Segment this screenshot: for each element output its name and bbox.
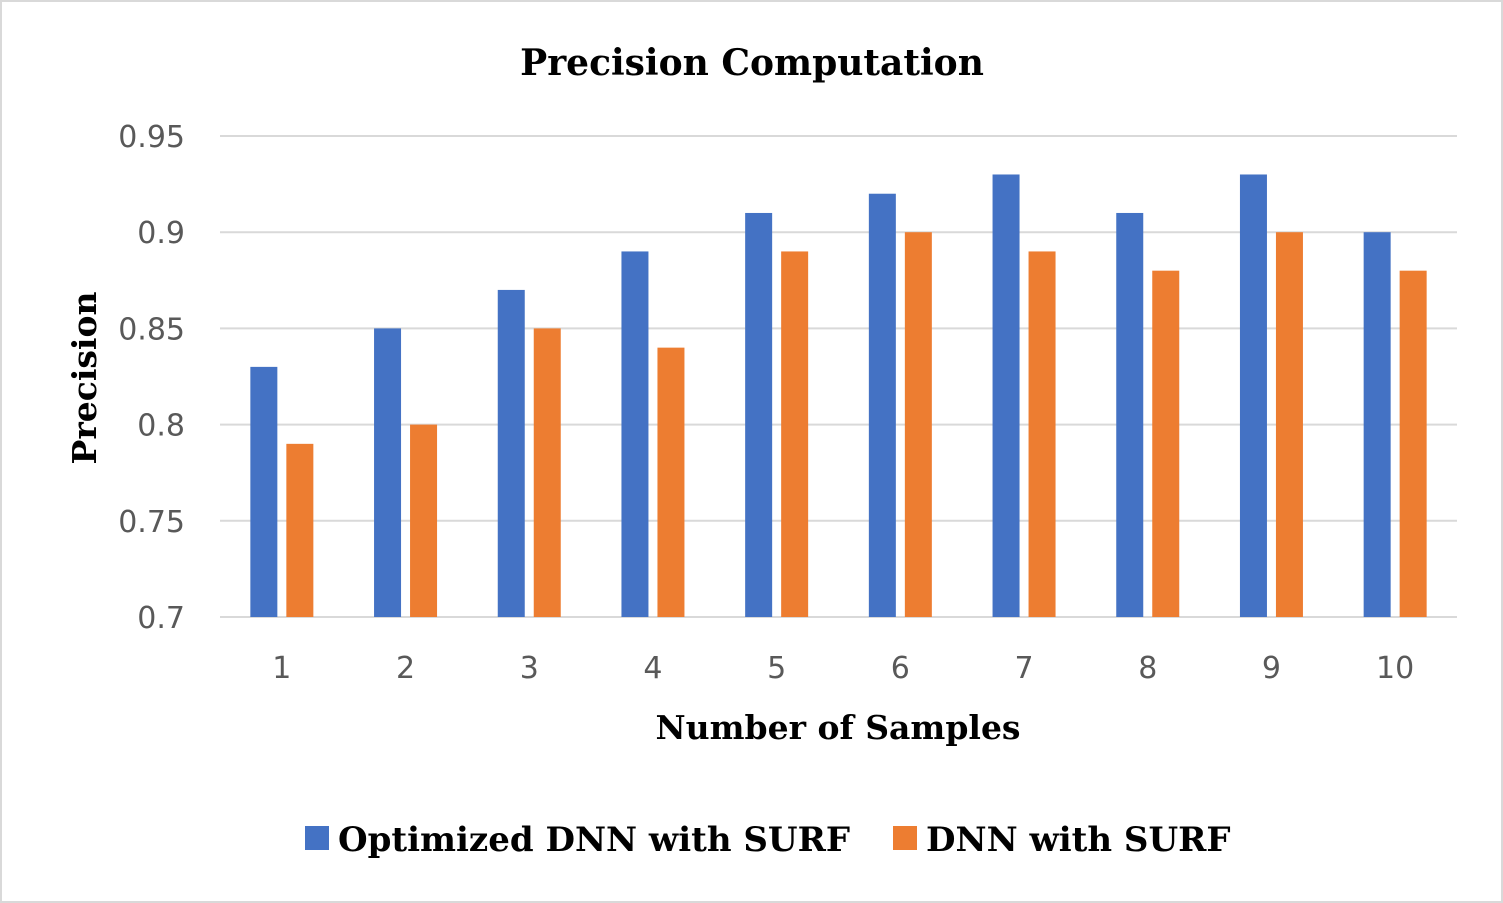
y-tick-label: 0.8 (137, 409, 185, 444)
x-tick-label: 2 (396, 651, 415, 686)
bar-dnn-surf-2 (410, 424, 438, 617)
chart-title: Precision Computation (520, 42, 984, 84)
bar-dnn-surf-9 (1275, 232, 1303, 617)
x-axis-title: Number of Samples (655, 708, 1020, 747)
bars (250, 174, 1427, 618)
bar-dnn-surf-7 (1028, 251, 1056, 617)
legend-swatch (893, 826, 917, 850)
gridlines (220, 135, 1457, 618)
legend-label: DNN with SURF (926, 820, 1231, 860)
legend-swatch (305, 826, 329, 850)
bar-optimized-dnn-surf-3 (497, 289, 525, 617)
bar-optimized-dnn-surf-5 (745, 212, 773, 617)
x-tick-label: 9 (1262, 651, 1281, 686)
legend: Optimized DNN with SURF DNN with SURF (305, 820, 1231, 860)
x-tick-label: 3 (520, 651, 539, 686)
bar-dnn-surf-8 (1152, 270, 1180, 617)
y-tick-label: 0.85 (118, 312, 185, 347)
bar-optimized-dnn-surf-8 (1116, 212, 1144, 617)
x-tick-label: 1 (272, 651, 291, 686)
bar-optimized-dnn-surf-6 (868, 193, 896, 617)
bar-dnn-surf-3 (533, 328, 561, 617)
x-axis-ticks: 1 2 3 4 5 6 7 8 9 10 (272, 651, 1414, 686)
bar-optimized-dnn-surf-10 (1363, 232, 1391, 617)
bar-dnn-surf-4 (657, 347, 685, 617)
y-axis-title: Precision (65, 292, 104, 465)
bar-dnn-surf-6 (904, 232, 932, 617)
x-tick-label: 7 (1015, 651, 1034, 686)
y-axis-ticks: 0.7 0.75 0.8 0.85 0.9 0.95 (118, 120, 185, 636)
x-tick-label: 5 (767, 651, 786, 686)
y-tick-label: 0.95 (118, 120, 185, 155)
bar-optimized-dnn-surf-9 (1239, 174, 1267, 618)
bar-dnn-surf-10 (1399, 270, 1427, 617)
bar-optimized-dnn-surf-4 (621, 251, 649, 617)
x-tick-label: 4 (643, 651, 662, 686)
bar-optimized-dnn-surf-7 (992, 174, 1020, 618)
legend-label: Optimized DNN with SURF (338, 820, 850, 860)
y-tick-label: 0.9 (137, 216, 185, 251)
y-tick-label: 0.75 (118, 505, 185, 540)
bar-dnn-surf-5 (781, 251, 809, 617)
x-tick-label: 10 (1376, 651, 1414, 686)
y-tick-label: 0.7 (137, 601, 185, 636)
bar-optimized-dnn-surf-1 (250, 366, 278, 617)
bar-optimized-dnn-surf-2 (374, 328, 402, 617)
x-tick-label: 6 (891, 651, 910, 686)
x-tick-label: 8 (1138, 651, 1157, 686)
bar-dnn-surf-1 (286, 443, 314, 617)
